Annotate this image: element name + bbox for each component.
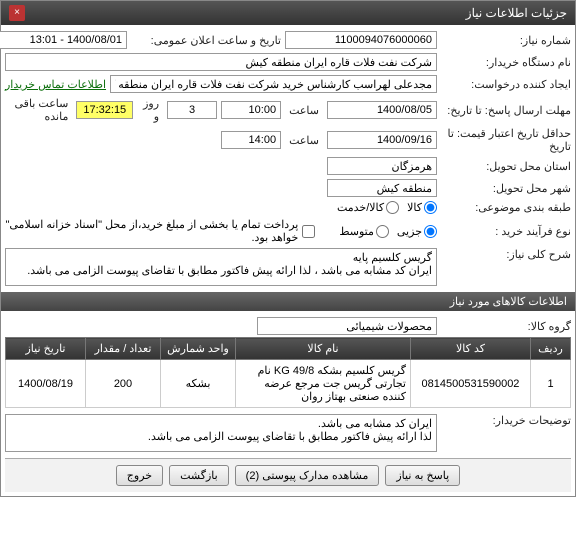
buyer-org-label: نام دستگاه خریدار:: [441, 56, 571, 69]
cell-idx: 1: [531, 360, 571, 408]
city-field[interactable]: [327, 179, 437, 197]
proc-small-text: جزیی: [397, 225, 422, 238]
table-header-row: ردیف کد کالا نام کالا واحد شمارش تعداد /…: [6, 338, 571, 360]
class-radio-group: کالا کالا/خدمت: [337, 201, 437, 214]
time-label-2: ساعت: [285, 134, 323, 147]
desc-textarea[interactable]: [5, 248, 437, 286]
proc-small-option[interactable]: جزیی: [397, 225, 437, 238]
partial-pay-note: پرداخت تمام یا بخشی از مبلغ خرید،از محل …: [5, 218, 298, 244]
deadline-time-field[interactable]: [221, 101, 281, 119]
city-label: شهر محل تحویل:: [441, 182, 571, 195]
items-section-bar: اطلاعات کالاهای مورد نیاز: [1, 292, 575, 311]
exit-button[interactable]: خروج: [116, 465, 163, 486]
partial-pay-row: پرداخت تمام یا بخشی از مبلغ خرید،از محل …: [5, 218, 315, 244]
group-field[interactable]: [257, 317, 437, 335]
cell-code: 0814500531590002: [411, 360, 531, 408]
group-label: گروه کالا:: [441, 320, 571, 333]
th-date: تاریخ نیاز: [6, 338, 86, 360]
desc-label: شرح کلی نیاز:: [441, 248, 571, 261]
contact-link[interactable]: اطلاعات تماس خریدار: [5, 78, 106, 91]
announce-label: تاریخ و ساعت اعلان عمومی:: [131, 34, 281, 47]
close-icon[interactable]: ×: [9, 5, 25, 21]
class-goods-option[interactable]: کالا: [407, 201, 437, 214]
need-no-label: شماره نیاز:: [441, 34, 571, 47]
days-text: روز و: [137, 97, 163, 123]
partial-pay-checkbox[interactable]: [302, 225, 315, 238]
days-remaining-field[interactable]: [167, 101, 217, 119]
th-qty: تعداد / مقدار: [86, 338, 161, 360]
province-label: استان محل تحویل:: [441, 160, 571, 173]
class-label: طبقه بندی موضوعی:: [441, 201, 571, 214]
cell-date: 1400/08/19: [6, 360, 86, 408]
cell-qty: 200: [86, 360, 161, 408]
items-table: ردیف کد کالا نام کالا واحد شمارش تعداد /…: [5, 337, 571, 408]
class-goods-radio[interactable]: [424, 201, 437, 214]
validity-label: حداقل تاریخ اعتبار قیمت: تا تاریخ: [441, 127, 571, 153]
proc-medium-option[interactable]: متوسط: [339, 225, 389, 238]
validity-date-field[interactable]: [327, 131, 437, 149]
buyer-notes-textarea[interactable]: [5, 414, 437, 452]
requester-label: ایجاد کننده درخواست:: [441, 78, 571, 91]
need-no-field[interactable]: [285, 31, 437, 49]
th-unit: واحد شمارش: [161, 338, 236, 360]
class-service-text: کالا/خدمت: [337, 201, 384, 214]
proc-medium-radio[interactable]: [376, 225, 389, 238]
buyer-org-field[interactable]: [5, 53, 437, 71]
back-button[interactable]: بازگشت: [169, 465, 229, 486]
deadline-label: مهلت ارسال پاسخ: تا تاریخ:: [441, 104, 571, 117]
requester-field[interactable]: [110, 75, 437, 93]
titlebar: جزئیات اطلاعات نیاز ×: [1, 1, 575, 25]
validity-time-field[interactable]: [221, 131, 281, 149]
th-row: ردیف: [531, 338, 571, 360]
th-code: کد کالا: [411, 338, 531, 360]
proc-small-radio[interactable]: [424, 225, 437, 238]
window-title: جزئیات اطلاعات نیاز: [466, 6, 567, 20]
province-field[interactable]: [327, 157, 437, 175]
class-service-option[interactable]: کالا/خدمت: [337, 201, 399, 214]
proc-radio-group: جزیی متوسط: [339, 225, 437, 238]
table-row[interactable]: 1 0814500531590002 گریس کلسیم بشکه KG 49…: [6, 360, 571, 408]
proc-type-label: نوع فرآیند خرید :: [441, 225, 571, 238]
proc-medium-text: متوسط: [339, 225, 374, 238]
cell-unit: بشکه: [161, 360, 236, 408]
buyer-notes-label: توضیحات خریدار:: [441, 414, 571, 427]
announce-field[interactable]: [0, 31, 127, 49]
respond-button[interactable]: پاسخ به نیاز: [385, 465, 460, 486]
cell-name: گریس کلسیم بشکه KG 49/8 نام تجارتی گریس …: [236, 360, 411, 408]
deadline-date-field[interactable]: [327, 101, 437, 119]
attachments-button[interactable]: مشاهده مدارک پیوستی (2): [235, 465, 380, 486]
class-service-radio[interactable]: [386, 201, 399, 214]
time-label-1: ساعت: [285, 104, 323, 117]
th-name: نام کالا: [236, 338, 411, 360]
remaining-text: ساعت باقی مانده: [5, 97, 72, 123]
need-details-window: جزئیات اطلاعات نیاز × شماره نیاز: تاریخ …: [0, 0, 576, 497]
countdown-box: 17:32:15: [76, 101, 133, 119]
content-area: شماره نیاز: تاریخ و ساعت اعلان عمومی: نا…: [1, 25, 575, 496]
class-goods-text: کالا: [407, 201, 422, 214]
button-bar: پاسخ به نیاز مشاهده مدارک پیوستی (2) باز…: [5, 458, 571, 492]
